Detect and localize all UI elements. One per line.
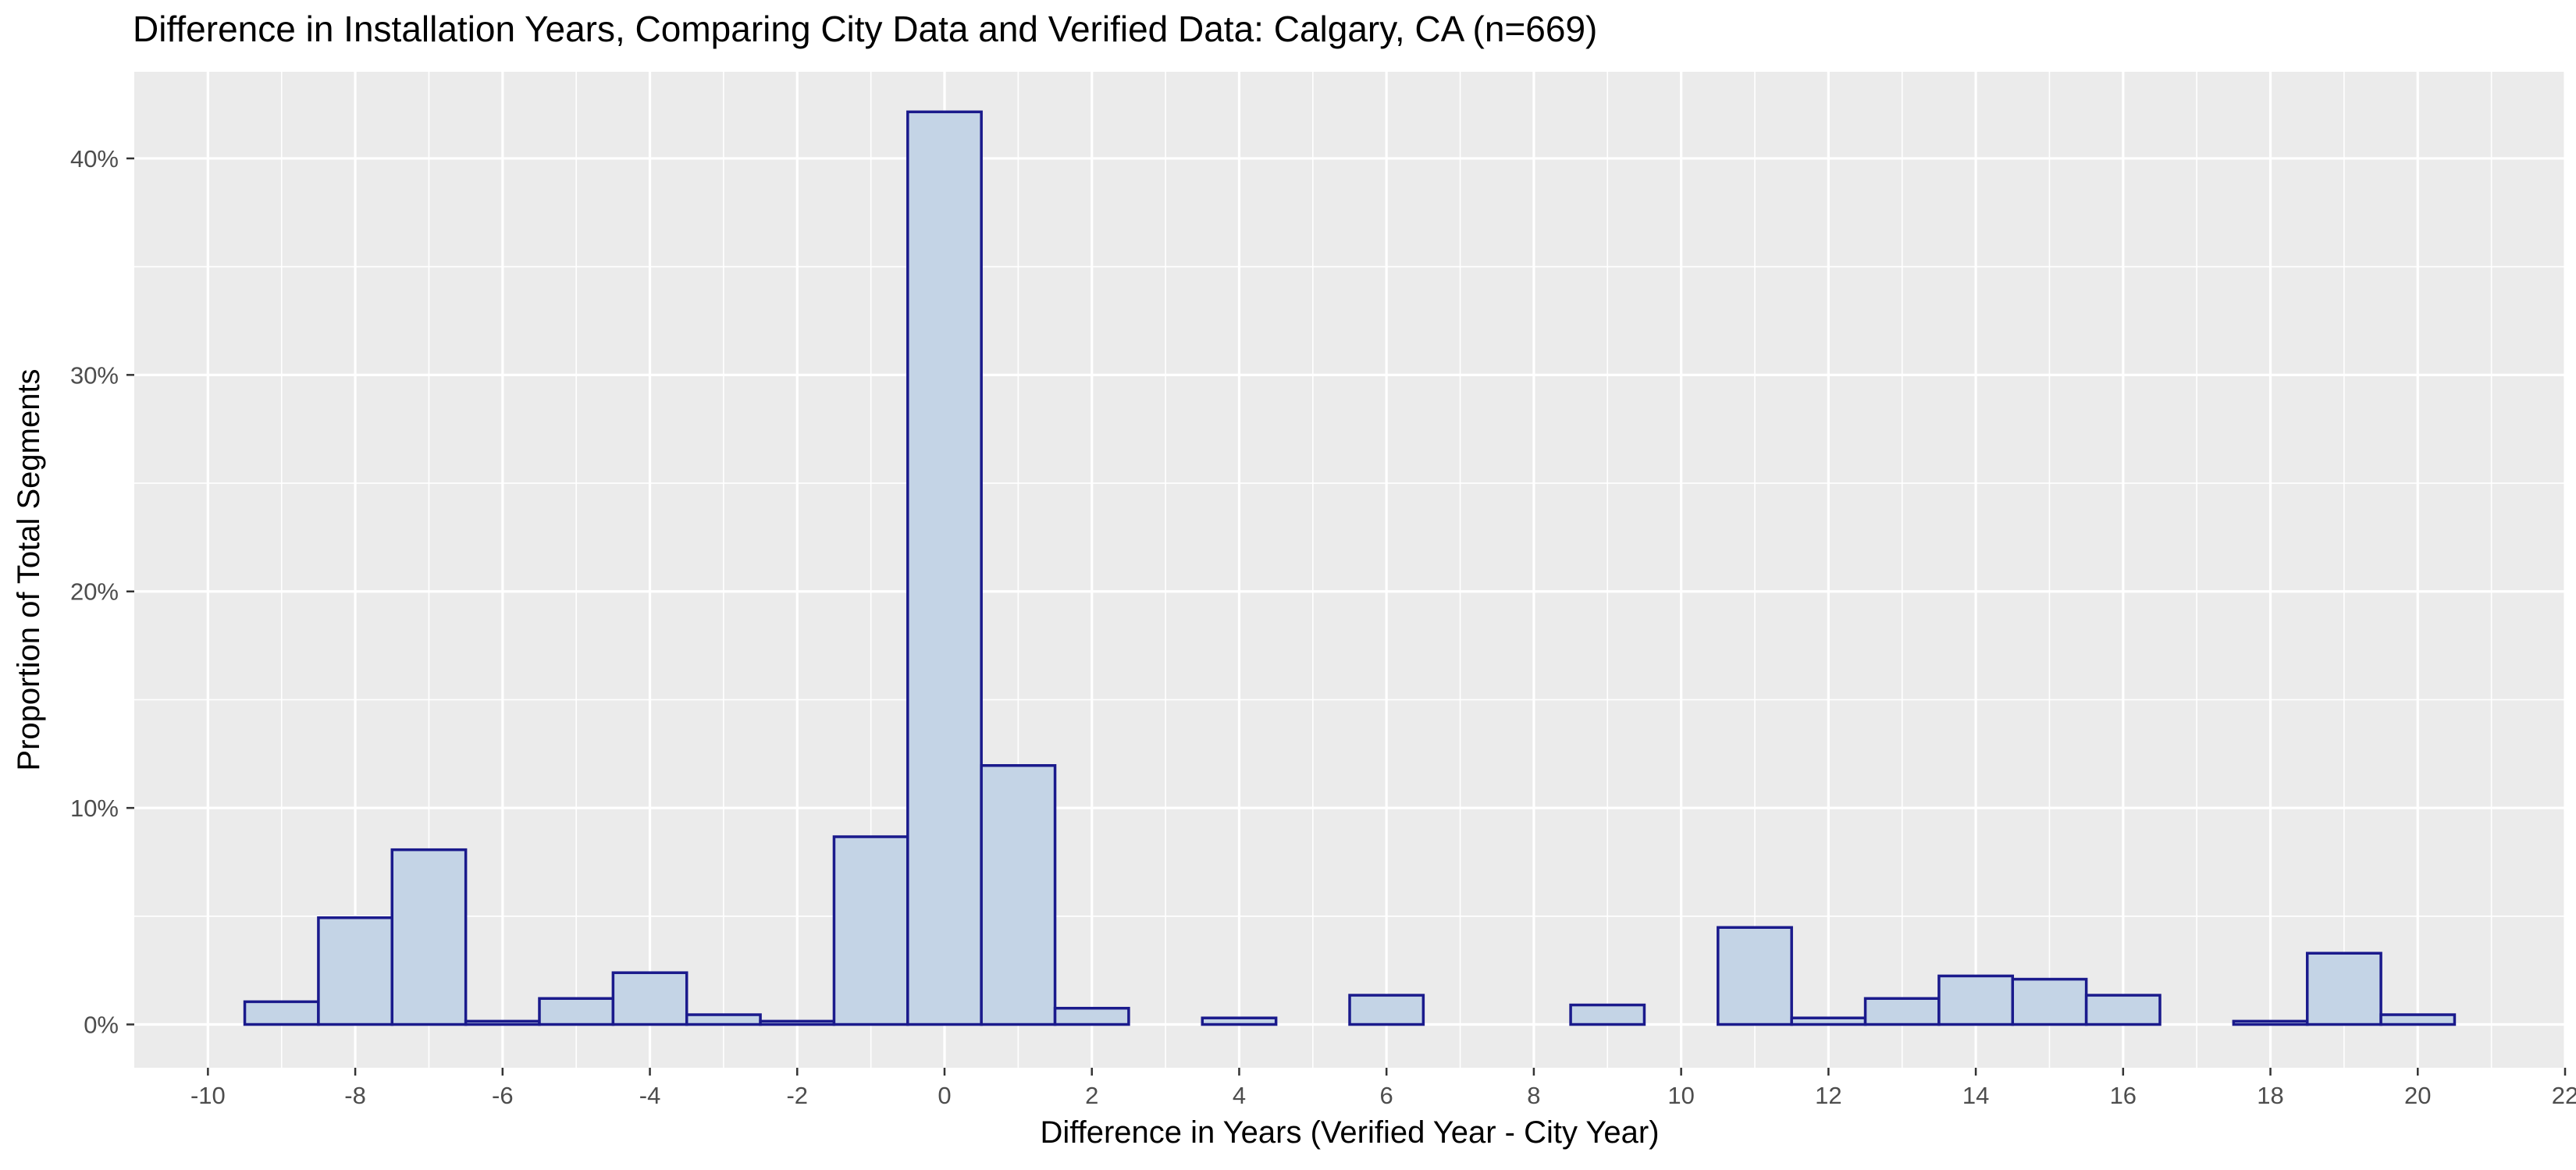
- x-tick-label: 12: [1815, 1082, 1841, 1109]
- x-tick-label: 22: [2552, 1082, 2576, 1109]
- y-axis-title: Proportion of Total Segments: [12, 368, 46, 770]
- histogram-bar: [1790, 1016, 1867, 1026]
- histogram-bar: [759, 1019, 836, 1026]
- x-tick-label: 18: [2257, 1082, 2283, 1109]
- y-tick-label: 10%: [70, 795, 119, 822]
- histogram-bar: [2379, 1013, 2457, 1026]
- histogram-bar: [1348, 994, 1425, 1026]
- histogram-bar: [1717, 926, 1793, 1026]
- histogram-bar: [685, 1013, 762, 1026]
- histogram-bar: [1053, 1006, 1130, 1026]
- histogram-bar: [2305, 951, 2382, 1026]
- histogram-bar: [2011, 977, 2088, 1026]
- x-tick-label: -6: [492, 1082, 514, 1109]
- histogram-bar: [317, 916, 394, 1026]
- histogram-bar: [243, 1000, 320, 1026]
- histogram-bar: [980, 764, 1057, 1026]
- x-tick-label: -4: [639, 1082, 661, 1109]
- x-tick-label: 6: [1380, 1082, 1393, 1109]
- histogram-bar: [611, 971, 688, 1026]
- histogram-bar: [2084, 994, 2161, 1026]
- x-tick-label: 4: [1233, 1082, 1246, 1109]
- x-tick-label: 2: [1085, 1082, 1098, 1109]
- histogram-bar: [2232, 1019, 2309, 1026]
- histogram-bar: [1863, 997, 1941, 1026]
- y-tick-label: 40%: [70, 145, 119, 172]
- x-tick-label: -8: [344, 1082, 366, 1109]
- bars: [243, 110, 2457, 1026]
- x-tick-label: 14: [1962, 1082, 1989, 1109]
- histogram-bar: [390, 848, 468, 1026]
- minor-gridlines: [134, 72, 2565, 1068]
- histogram-bar: [538, 997, 615, 1026]
- histogram-bar: [832, 835, 909, 1026]
- histogram-bar: [1937, 974, 2015, 1026]
- x-axis: -10 -8 -6 -4 -2 0 2 4 6 8 10 12 14 16 18 20 22: [190, 1068, 2576, 1109]
- x-tick-label: 10: [1667, 1082, 1694, 1109]
- x-tick-label: 8: [1527, 1082, 1540, 1109]
- y-tick-label: 30%: [70, 361, 119, 389]
- y-tick-label: 0%: [84, 1012, 119, 1039]
- y-axis: 0% 10% 20% 30% 40%: [70, 145, 134, 1039]
- y-tick-label: 20%: [70, 578, 119, 606]
- chart-title: Difference in Installation Years, Compar…: [133, 9, 1598, 49]
- x-axis-title: Difference in Years (Verified Year - Cit…: [1040, 1115, 1659, 1150]
- histogram-bar: [1569, 1003, 1646, 1026]
- plot-panel: [134, 72, 2565, 1068]
- x-tick-label: 0: [938, 1082, 951, 1109]
- x-tick-label: 16: [2110, 1082, 2137, 1109]
- histogram-bar: [1201, 1016, 1278, 1026]
- x-tick-label: -10: [190, 1082, 226, 1109]
- x-tick-label: -2: [786, 1082, 808, 1109]
- x-tick-label: 20: [2404, 1082, 2431, 1109]
- histogram-bar: [464, 1019, 541, 1026]
- histogram-bar: [906, 110, 983, 1026]
